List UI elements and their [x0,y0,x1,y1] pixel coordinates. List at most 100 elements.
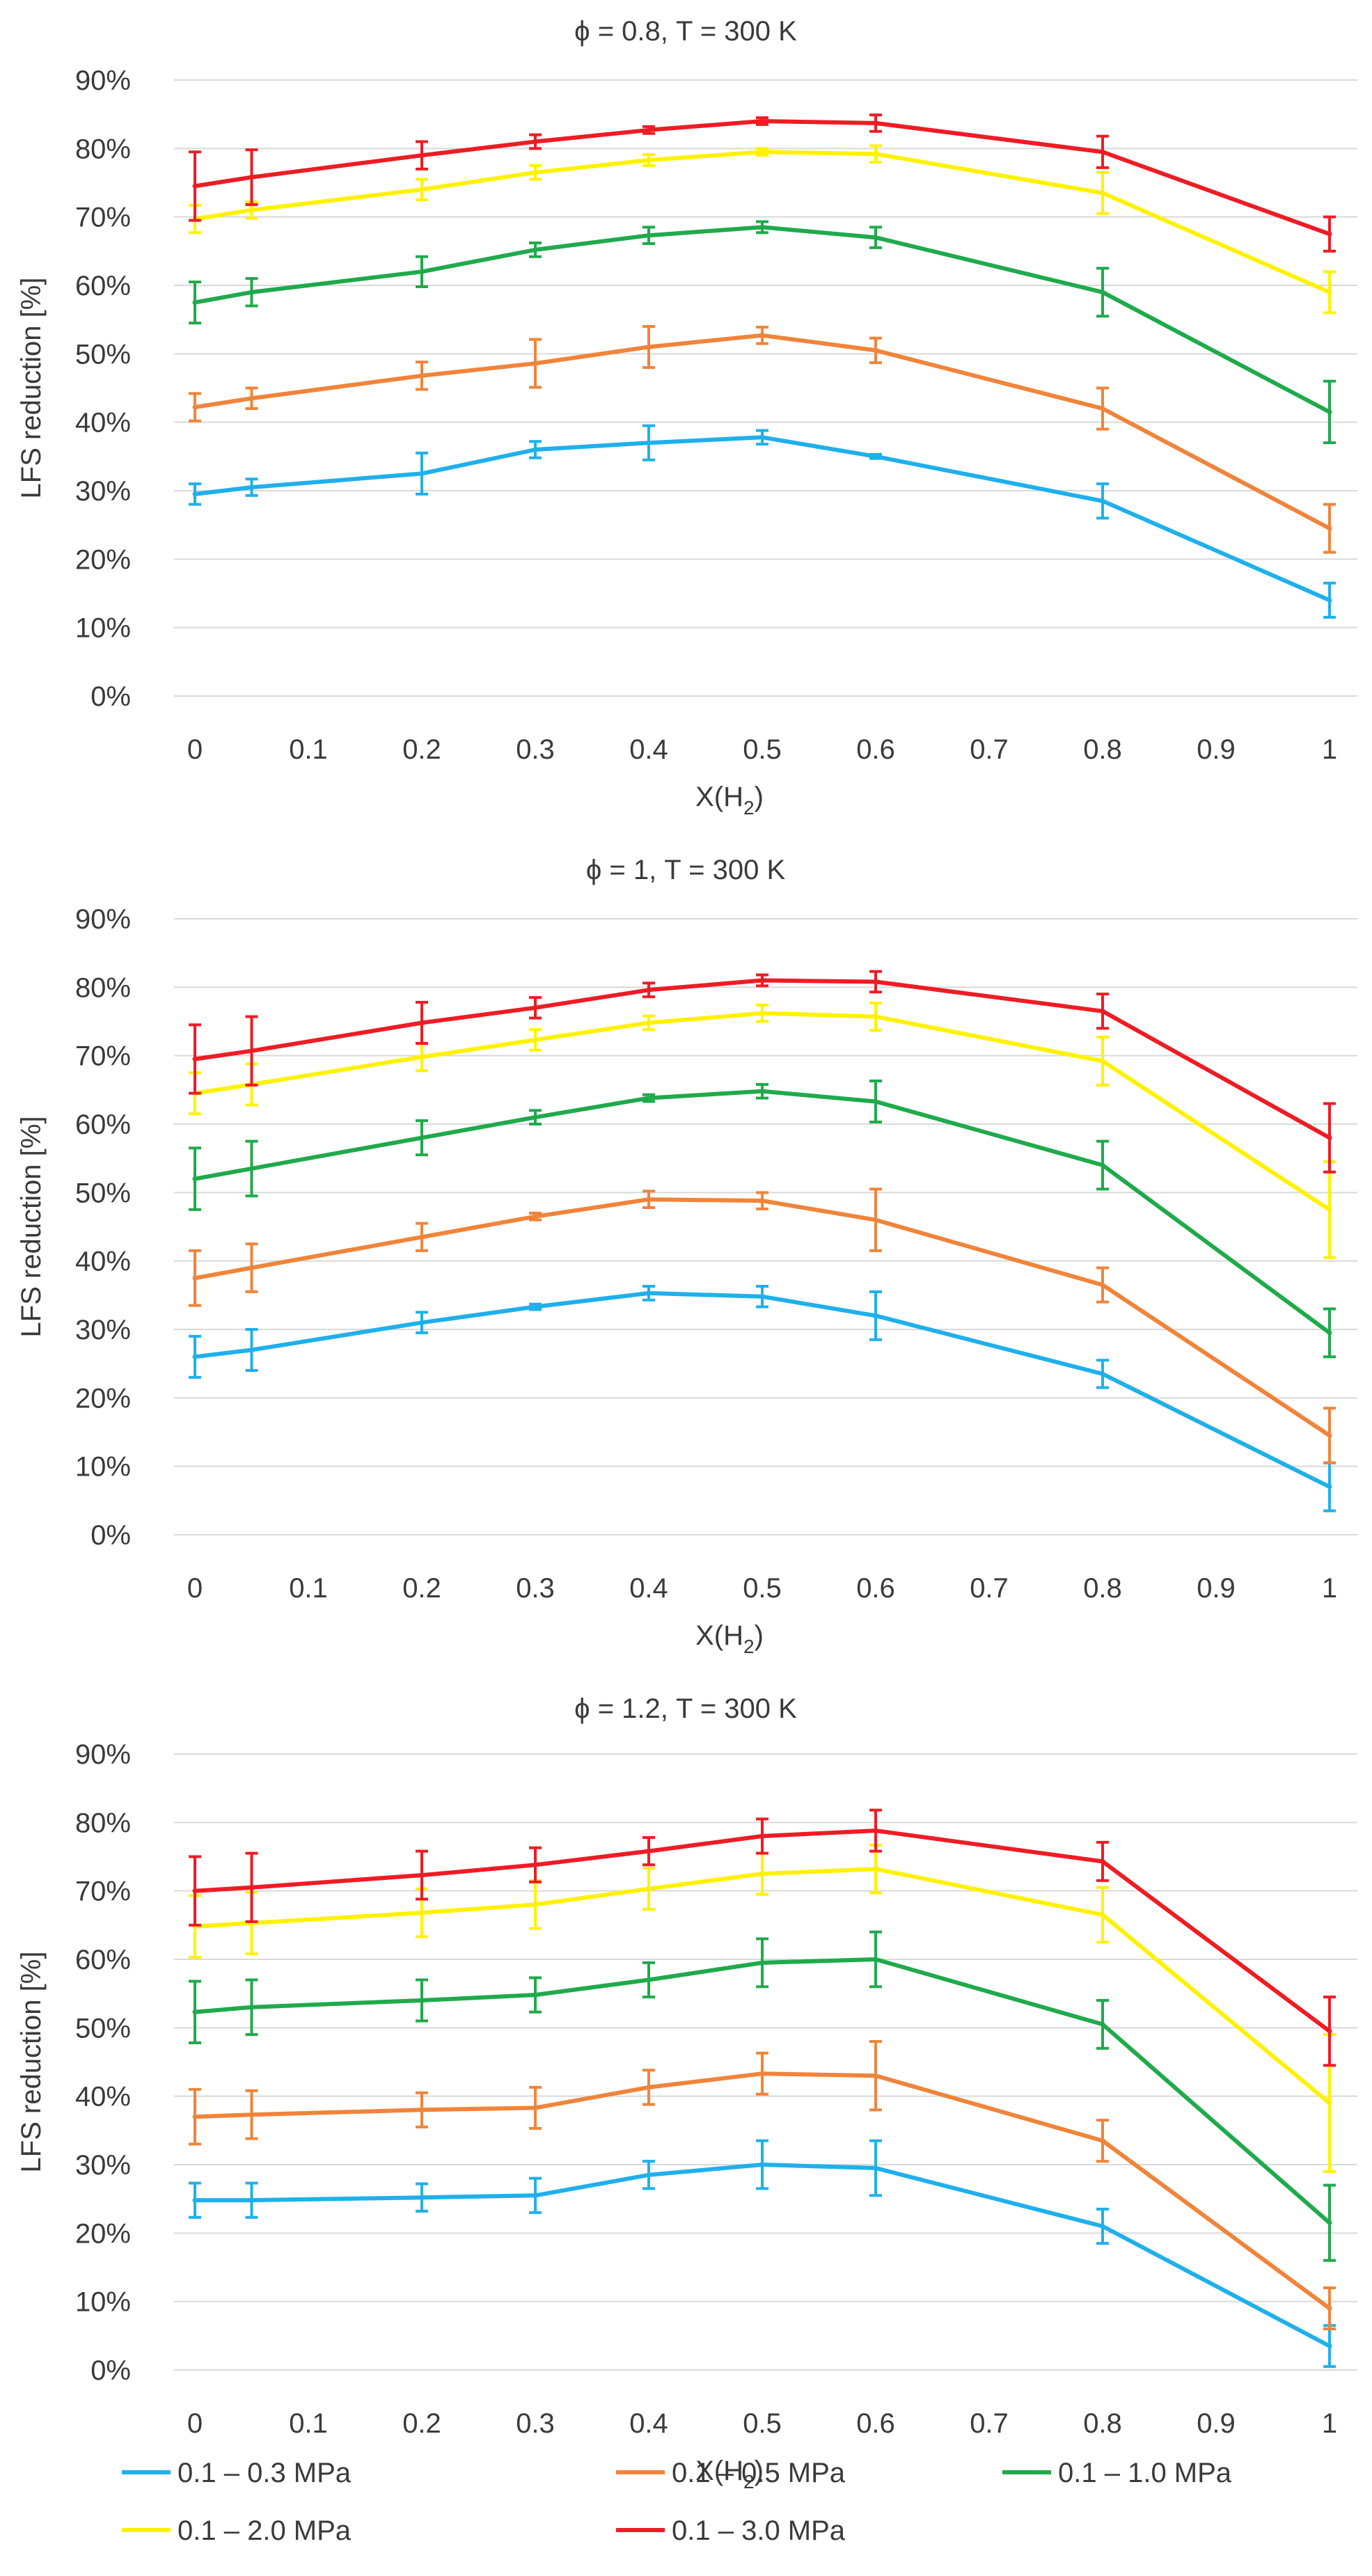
x-tick-label: 0.5 [743,1573,782,1604]
data-point [533,2192,538,2198]
data-point [419,1135,425,1141]
data-point [1100,1009,1105,1014]
x-tick-label: 0.1 [289,734,328,765]
x-tick-label: 0.5 [743,734,782,765]
data-point [759,1871,765,1876]
data-point [533,1005,538,1011]
data-point [1100,1371,1105,1377]
x-tick-label: 1 [1322,734,1337,765]
data-point [192,300,198,306]
data-point [533,361,538,366]
x-tick-label: 0 [187,1573,203,1604]
x-tick-label: 0.8 [1083,2408,1122,2439]
data-point [533,247,538,253]
data-point [646,157,652,163]
data-point [192,404,198,410]
series-3 [189,220,1336,445]
data-point [1100,2021,1105,2027]
y-tick-label: 40% [75,1247,131,1277]
data-point [533,1992,538,1998]
data-point [1327,1432,1332,1438]
data-point [1327,1135,1332,1141]
data-point [1100,1282,1105,1288]
data-point [873,1313,878,1318]
data-point [249,1348,254,1352]
x-tick-label: 0.9 [1197,1573,1236,1604]
x-tick-label: 0.8 [1083,734,1122,765]
series-line [195,2163,1331,2348]
data-point [249,2197,254,2203]
data-point [419,373,425,379]
data-point [873,1828,878,1833]
y-tick-label: 90% [75,904,131,935]
data-point [1100,1162,1105,1168]
data-point [1327,290,1332,295]
y-tick-label: 70% [75,1876,131,1907]
data-point [1327,2028,1332,2034]
data-point [192,491,198,497]
data-point [419,269,425,274]
data-point [192,1888,198,1894]
data-point [533,1037,538,1043]
data-point [646,1020,652,1025]
data-point [192,2114,198,2119]
x-tick-label: 0.5 [743,2408,782,2439]
series-5 [189,113,1336,253]
data-point [249,1265,254,1270]
y-tick-label: 0% [90,2355,131,2386]
data-point [419,1998,425,2003]
data-point [759,118,765,124]
data-point [249,484,254,490]
data-point [646,127,652,133]
x-tick-label: 0.4 [629,2408,668,2439]
data-point [1327,1207,1332,1212]
data-point [873,1217,878,1223]
y-tick-label: 20% [75,1383,131,1414]
data-point [873,1957,878,1962]
x-tick-label: 0.7 [970,1573,1009,1604]
data-point [759,434,765,440]
data-point [533,139,538,144]
x-tick-label: 0.1 [289,1573,328,1604]
data-point [192,1275,198,1281]
legend-item-1: 0.1 – 0.3 MPa [122,2458,352,2488]
data-point [759,1089,765,1094]
data-point [1327,1484,1332,1490]
data-point [192,1057,198,1062]
data-point [1327,1330,1332,1336]
x-tick-label: 1 [1322,2408,1337,2439]
series-1 [189,424,1336,619]
data-point [1327,2101,1332,2105]
legend-label: 0.1 – 2.0 MPa [178,2515,352,2546]
y-tick-label: 0% [90,1520,131,1551]
y-tick-label: 20% [75,2218,131,2249]
y-tick-label: 50% [75,2013,131,2044]
y-tick-label: 60% [75,271,131,301]
y-tick-label: 50% [75,1178,131,1208]
legend-label: 0.1 – 0.3 MPa [178,2458,352,2488]
data-point [1100,1912,1105,1918]
x-axis-label: X(H2) [695,2456,764,2492]
data-point [1327,2306,1332,2311]
legend-label: 0.1 – 3.0 MPa [672,2515,846,2546]
data-point [249,1048,254,1054]
data-point [646,1886,652,1892]
data-point [249,1166,254,1171]
data-point [1327,231,1332,237]
data-point [419,2107,425,2112]
chart-panel-2: ϕ = 1, T = 300 K 0% 10% 20% 30% 40% 50% 60% 70% 8… [16,855,1357,1657]
x-tick-label: 0.4 [629,1573,668,1604]
data-point [419,1054,425,1060]
data-point [873,347,878,353]
data-point [249,2005,254,2010]
legend-label: 0.1 – 0.5 MPa [672,2458,846,2488]
data-point [759,149,765,155]
data-point [1100,2138,1105,2144]
data-point [533,447,538,452]
y-tick-label: 50% [75,339,131,370]
y-tick-label: 70% [75,1041,131,1072]
data-point [646,2085,652,2090]
data-point [419,471,425,476]
data-point [419,1872,425,1878]
y-tick-label: 10% [75,2287,131,2318]
